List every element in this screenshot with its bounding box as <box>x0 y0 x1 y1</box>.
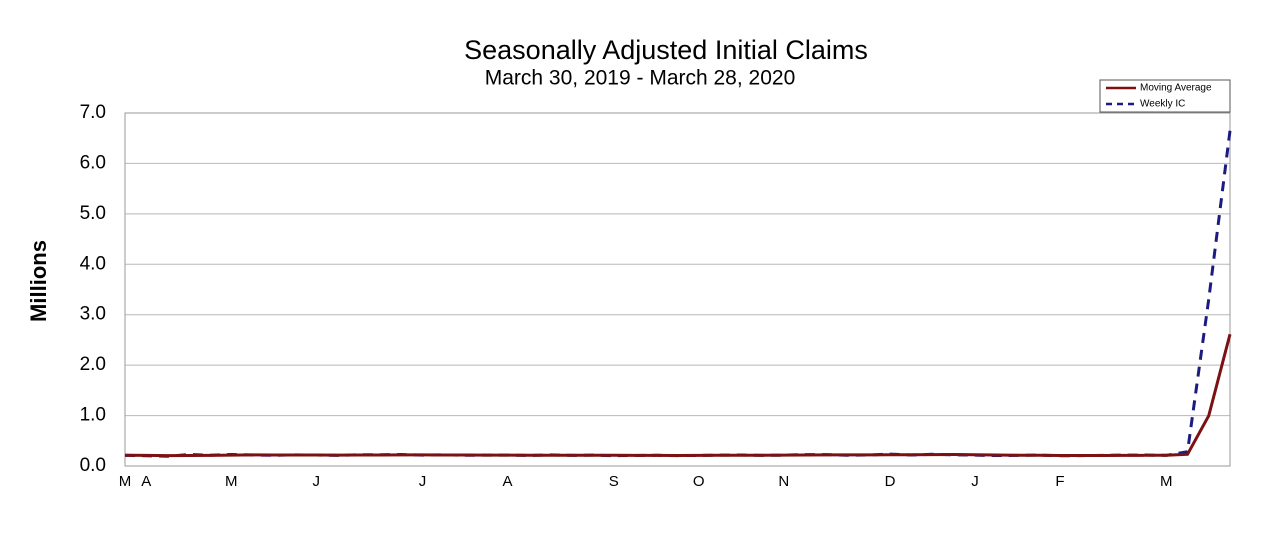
legend-label: Weekly IC <box>1140 99 1185 110</box>
y-tick-label: 5.0 <box>80 203 106 224</box>
legend-box <box>1099 79 1231 113</box>
x-tick-label: J <box>971 473 979 490</box>
x-tick-label: N <box>778 473 789 490</box>
y-tick-label: 3.0 <box>80 304 106 325</box>
x-tick-label: D <box>885 473 896 490</box>
y-tick-label: 0.0 <box>80 455 106 476</box>
x-tick-label: M <box>119 473 132 490</box>
x-tick-label: A <box>141 473 151 490</box>
x-tick-label: M <box>225 473 238 490</box>
plot-border <box>124 112 1231 467</box>
series-line <box>124 130 1232 458</box>
x-tick-label: M <box>1160 473 1173 490</box>
x-tick-label: S <box>609 473 619 490</box>
y-tick-label: 6.0 <box>80 152 106 173</box>
chart-subtitle: March 30, 2019 - March 28, 2020 <box>485 67 796 90</box>
x-tick-label: J <box>313 473 321 490</box>
x-tick-label: A <box>502 473 512 490</box>
series-line <box>124 333 1232 458</box>
y-tick-label: 4.0 <box>80 253 106 274</box>
x-tick-label: O <box>693 473 705 490</box>
legend-label: Moving Average <box>1140 83 1212 94</box>
x-tick-label: J <box>419 473 427 490</box>
x-tick-label: F <box>1055 473 1064 490</box>
y-tick-label: 1.0 <box>80 405 106 426</box>
y-axis-label: Millions <box>26 240 51 322</box>
y-tick-label: 7.0 <box>80 102 106 123</box>
chart-title: Seasonally Adjusted Initial Claims <box>464 35 868 65</box>
y-tick-label: 2.0 <box>80 354 106 375</box>
